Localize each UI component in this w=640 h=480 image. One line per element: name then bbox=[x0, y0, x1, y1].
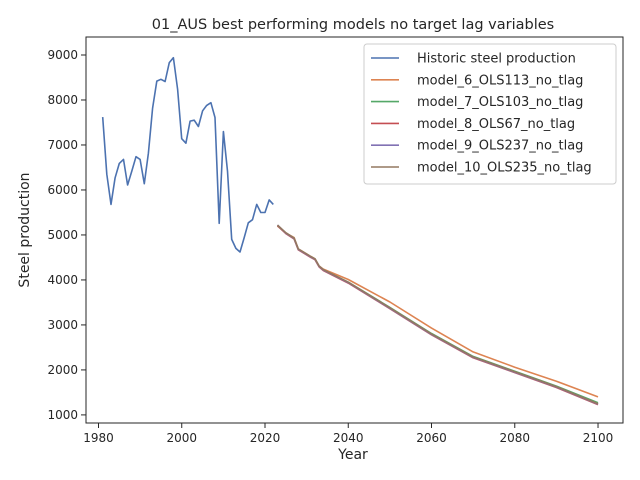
x-tick-label: 2080 bbox=[499, 431, 530, 445]
y-tick-label: 5000 bbox=[47, 228, 78, 242]
y-tick-label: 1000 bbox=[47, 408, 78, 422]
series-lines bbox=[101, 56, 599, 406]
x-tick-label: 2060 bbox=[416, 431, 447, 445]
legend: Historic steel production model_6_OLS113_… bbox=[363, 43, 617, 185]
y-tick-label: 9000 bbox=[47, 48, 78, 62]
legend-label: model_10_OLS235_no_tlag bbox=[417, 161, 592, 176]
chart-title: 01_AUS best performing models no target … bbox=[152, 17, 554, 33]
y-tick-label: 8000 bbox=[47, 93, 78, 107]
x-axis-label: Year bbox=[337, 447, 368, 463]
x-tick-label: 2040 bbox=[333, 431, 364, 445]
legend-label: Historic steel production bbox=[417, 52, 576, 67]
x-tick-label: 1980 bbox=[83, 431, 114, 445]
legend-label: model_7_OLS103_no_tlag bbox=[417, 95, 583, 110]
legend-label: model_9_OLS237_no_tlag bbox=[417, 139, 583, 154]
y-axis-label: Steel production bbox=[17, 172, 33, 287]
legend-items: Historic steel production model_6_OLS113_… bbox=[371, 52, 592, 176]
y-tick-label: 4000 bbox=[47, 273, 78, 287]
y-tick-label: 2000 bbox=[47, 363, 78, 377]
legend-label: model_8_OLS67_no_tlag bbox=[417, 117, 575, 132]
x-tick-label: 2000 bbox=[166, 431, 197, 445]
y-tick-label: 6000 bbox=[47, 183, 78, 197]
legend-box bbox=[363, 43, 617, 185]
y-tick-label: 3000 bbox=[47, 318, 78, 332]
x-axis: 1980 2000 2020 2040 2060 2080 2100 bbox=[83, 423, 613, 445]
y-tick-label: 7000 bbox=[47, 138, 78, 152]
y-axis: 1000 2000 3000 4000 5000 6000 7000 8000 9000 bbox=[47, 48, 86, 422]
series-line-6 bbox=[276, 224, 599, 405]
legend-label: model_6_OLS113_no_tlag bbox=[417, 73, 583, 88]
x-tick-label: 2020 bbox=[250, 431, 281, 445]
series-line-1 bbox=[101, 56, 274, 253]
x-tick-label: 2100 bbox=[583, 431, 614, 445]
